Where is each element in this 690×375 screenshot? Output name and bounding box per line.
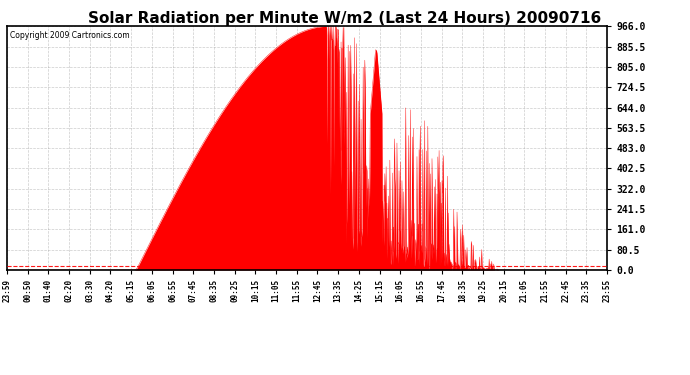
Text: Solar Radiation per Minute W/m2 (Last 24 Hours) 20090716: Solar Radiation per Minute W/m2 (Last 24… bbox=[88, 11, 602, 26]
Text: Copyright 2009 Cartronics.com: Copyright 2009 Cartronics.com bbox=[10, 31, 130, 40]
